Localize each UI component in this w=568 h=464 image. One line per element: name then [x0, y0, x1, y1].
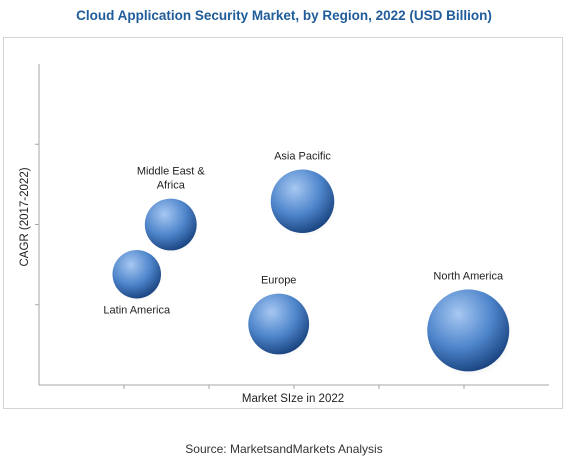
bubble-middle-east-and-africa	[144, 198, 197, 251]
chart-axes	[35, 64, 549, 389]
data-label-latin-america: Latin America	[103, 305, 171, 317]
y-axis-label: CAGR (2017-2022)	[19, 167, 31, 266]
data-label-europe: Europe	[261, 275, 296, 287]
data-label-asia-pacific: Asia Pacific	[274, 150, 331, 162]
chart-bubbles	[112, 169, 513, 377]
bubble-latin-america	[112, 249, 162, 299]
data-label-middle-east-and-africa: Middle East & Africa	[137, 166, 206, 192]
data-label-north-america: North America	[433, 270, 504, 282]
bubble-europe	[248, 293, 310, 355]
x-axis-label: Market SIze in 2022	[242, 393, 344, 405]
bubble-asia-pacific	[270, 169, 335, 233]
chart-frame	[3, 37, 563, 409]
chart-labels: North America Asia Pacific Europe Middle Ea…	[103, 150, 504, 316]
source-note: Source: MarketsandMarkets Analysis	[185, 442, 383, 456]
chart-title: Cloud Application Security Market, by Re…	[76, 8, 492, 23]
bubble-north-america	[427, 289, 510, 372]
